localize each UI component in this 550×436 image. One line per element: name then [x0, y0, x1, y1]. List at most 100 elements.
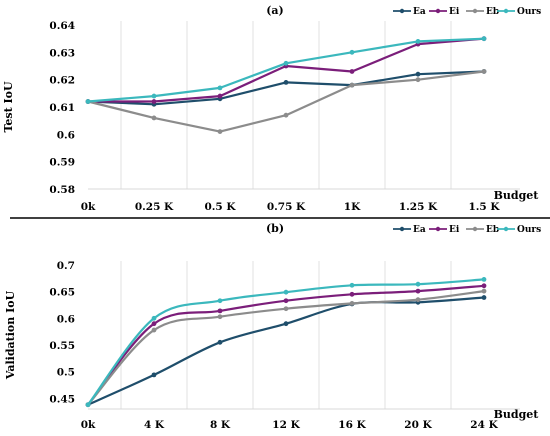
y-axis-label: Test IoU [2, 81, 15, 133]
legend-label-ea: Ea [413, 7, 426, 17]
data-point-ours [151, 93, 157, 99]
y-tick-label: 0.62 [49, 75, 75, 87]
legend-marker-ea [393, 8, 411, 14]
legend-label-eb: Eb [486, 225, 499, 235]
x-tick-label: 0.25 K [135, 201, 174, 213]
data-point-ours [217, 85, 223, 91]
x-tick-label: 1K [344, 201, 361, 213]
y-axis-label: Validation IoU [4, 290, 17, 380]
data-point-ours [217, 298, 223, 304]
data-point-ours [283, 289, 289, 295]
legend-label-eb: Eb [486, 7, 499, 17]
data-point-ours [85, 402, 91, 408]
data-point-eb [151, 115, 157, 121]
y-tick-label: 0.65 [49, 287, 75, 299]
data-point-eb [217, 129, 223, 135]
legend-marker-eb [466, 8, 484, 14]
data-point-ours [283, 60, 289, 66]
chart-b: (b) Validation IoU Budget 0.45 0.5 0.55 0.6 0.6… [4, 222, 541, 431]
legend-marker-ei [429, 226, 447, 232]
data-point-ei [349, 69, 355, 74]
legend-marker-ours [497, 8, 515, 14]
y-tick-label: 0.7 [57, 260, 75, 272]
x-tick-label: 0k [81, 419, 96, 431]
y-tick-label: 0.6 [57, 313, 75, 325]
data-point-ours [415, 281, 421, 287]
data-point-ours [481, 36, 487, 42]
data-point-ours [415, 39, 421, 44]
x-tick-label: 24 K [470, 419, 498, 431]
data-point-eb [415, 297, 421, 303]
data-point-eb [217, 314, 223, 320]
legend: Ea Ei Eb Ours [393, 225, 541, 235]
chart-a: (a) Test IoU Budget 0.58 0.59 0.6 0.61 0.62 0.63… [2, 4, 541, 213]
legend-marker-ea [393, 226, 411, 232]
y-tick-label: 0.6 [57, 129, 75, 141]
legend-label-ours: Ours [517, 225, 541, 235]
data-point-ea [151, 372, 157, 378]
data-point-ea [481, 295, 487, 300]
data-point-ours [349, 282, 355, 288]
series-line-ours [87, 37, 485, 103]
x-axis-label: Budget [494, 408, 540, 421]
y-tick-label: 0.64 [49, 20, 75, 32]
y-tick-label: 0.45 [49, 393, 75, 405]
x-tick-label: 16 K [338, 419, 366, 431]
y-tick-label: 0.55 [49, 340, 75, 352]
legend-marker-eb [466, 226, 484, 232]
series-line-ei [88, 37, 485, 103]
y-tick-label: 0.61 [49, 102, 75, 114]
x-tick-label: 20 K [404, 419, 432, 431]
data-point-ea [217, 339, 223, 345]
data-point-ei [151, 321, 157, 327]
legend-label-ei: Ei [449, 225, 460, 235]
data-point-ei [151, 99, 157, 104]
data-point-ea [415, 71, 421, 77]
data-point-ei [349, 291, 355, 297]
x-tick-label: 0k [81, 201, 96, 213]
data-point-eb [481, 288, 487, 294]
x-tick-label: 0.75 K [267, 201, 306, 213]
data-point-ei [283, 298, 289, 304]
data-point-ours [85, 99, 91, 104]
data-point-eb [481, 69, 487, 74]
data-point-ei [481, 283, 487, 289]
legend: Ea Ei Eb Ours [393, 7, 541, 17]
x-tick-label: 8 K [210, 419, 231, 431]
series-line-ei [87, 284, 485, 406]
legend-label-ours: Ours [517, 7, 541, 17]
data-point-eb [349, 82, 355, 88]
legend-marker-ours [497, 226, 515, 232]
y-tick-label: 0.59 [49, 157, 75, 169]
x-axis-label: Budget [494, 189, 540, 202]
data-point-ei [217, 93, 223, 99]
data-point-ours [481, 277, 487, 282]
legend-label-ei: Ei [449, 7, 460, 17]
x-tick-label: 0.5 K [204, 201, 236, 213]
data-point-eb [151, 327, 157, 333]
series-line-ea [87, 70, 485, 106]
data-point-ea [283, 80, 289, 85]
data-point-eb [283, 112, 289, 118]
chart-title: (a) [266, 4, 284, 17]
x-tick-label: 4 K [144, 419, 165, 431]
legend-marker-ei [429, 8, 447, 14]
data-point-ei [217, 308, 223, 314]
x-tick-label: 12 K [272, 419, 300, 431]
series-line-ea [87, 296, 485, 406]
data-point-eb [415, 77, 421, 83]
y-tick-label: 0.58 [49, 184, 75, 196]
data-point-ours [151, 315, 157, 321]
data-point-ours [349, 49, 355, 55]
x-tick-label: 1.25 K [399, 201, 438, 213]
data-point-ei [415, 288, 421, 294]
legend-label-ea: Ea [413, 225, 426, 235]
x-tick-label: 1.5 K [468, 201, 500, 213]
chart-title: (b) [266, 222, 284, 235]
data-point-ea [283, 321, 289, 327]
y-tick-label: 0.5 [57, 367, 75, 379]
data-point-eb [283, 306, 289, 312]
data-point-eb [349, 301, 355, 306]
y-tick-label: 0.63 [49, 47, 75, 59]
